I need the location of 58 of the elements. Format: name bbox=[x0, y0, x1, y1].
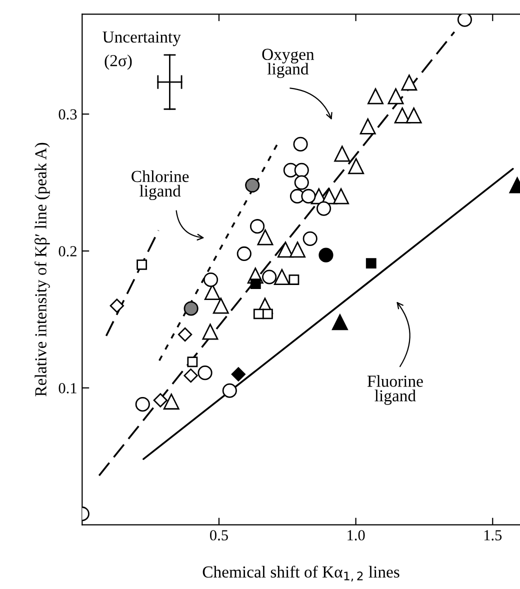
point bbox=[406, 107, 422, 124]
annotation: Chlorine ligand bbox=[132, 170, 189, 200]
point bbox=[163, 394, 180, 410]
y-tick-label: 0.1 bbox=[58, 383, 76, 394]
point bbox=[301, 188, 316, 204]
x-axis-title: Chemical shift of Kα$_{1,2}$ lines bbox=[202, 566, 400, 582]
point bbox=[316, 201, 332, 216]
point bbox=[198, 366, 212, 380]
point bbox=[457, 14, 472, 27]
point bbox=[348, 158, 364, 174]
point bbox=[366, 258, 376, 269]
point bbox=[277, 242, 294, 258]
point bbox=[212, 298, 229, 314]
point bbox=[135, 397, 150, 412]
annotation: Oxygen ligand bbox=[262, 48, 314, 78]
annotation: Uncertainty bbox=[102, 31, 181, 46]
point bbox=[202, 324, 218, 340]
x-tick-label: 0.5 bbox=[210, 530, 228, 540]
point bbox=[294, 162, 309, 178]
point bbox=[257, 229, 274, 246]
point bbox=[290, 242, 306, 258]
point bbox=[302, 231, 318, 246]
point bbox=[294, 175, 309, 190]
point bbox=[288, 274, 300, 285]
x-tick-label: 1.0 bbox=[348, 530, 365, 540]
point bbox=[388, 88, 404, 104]
point bbox=[394, 107, 410, 124]
y-tick-label: 0.3 bbox=[58, 109, 77, 120]
point bbox=[360, 118, 376, 134]
point bbox=[250, 278, 261, 290]
point bbox=[231, 367, 246, 382]
y-tick-label: 0.2 bbox=[58, 246, 76, 257]
point bbox=[368, 88, 384, 104]
point bbox=[187, 356, 198, 368]
x-tick-label: 1.5 bbox=[484, 530, 502, 540]
point bbox=[401, 74, 418, 91]
point bbox=[184, 368, 198, 383]
annotation: (2σ) bbox=[104, 54, 132, 70]
annotation: Fluorine ligand bbox=[367, 375, 423, 405]
point bbox=[334, 146, 350, 162]
point bbox=[136, 259, 148, 270]
y-axis-title: Relative intensity of Kβ′ line (peak A) bbox=[34, 142, 50, 396]
point bbox=[178, 327, 192, 342]
point bbox=[293, 136, 308, 152]
point bbox=[153, 393, 168, 408]
point bbox=[204, 284, 220, 300]
point bbox=[250, 219, 265, 234]
point bbox=[203, 272, 218, 288]
point bbox=[184, 301, 198, 316]
point bbox=[333, 188, 350, 204]
point bbox=[274, 269, 290, 285]
point bbox=[110, 298, 124, 313]
point bbox=[262, 308, 273, 320]
point bbox=[222, 383, 237, 398]
point bbox=[245, 178, 260, 193]
point bbox=[262, 270, 277, 284]
point bbox=[236, 246, 252, 262]
point bbox=[318, 248, 334, 262]
